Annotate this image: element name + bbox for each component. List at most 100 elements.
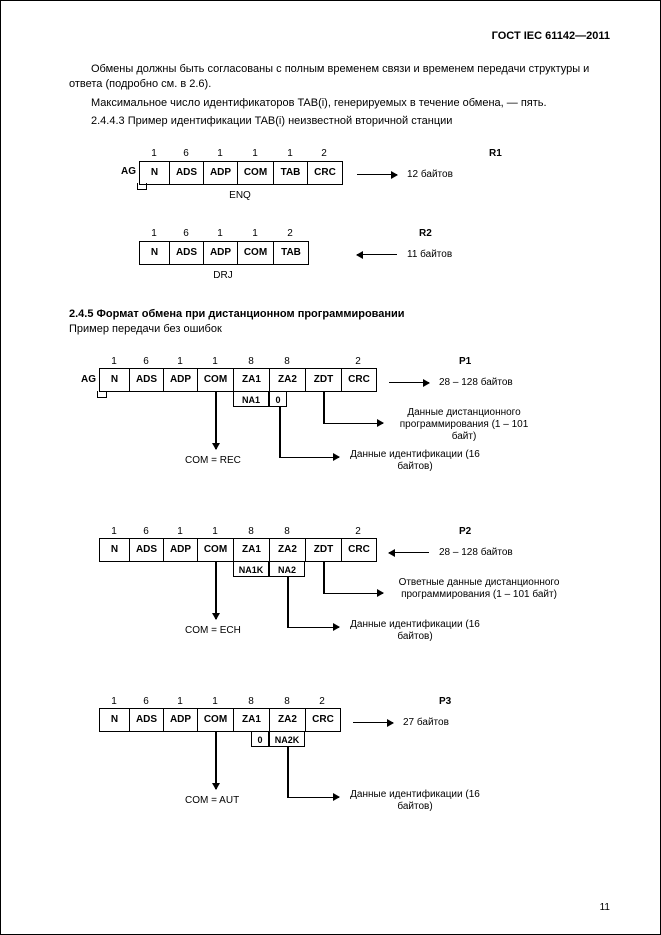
packet-cells: NADSADPCOMZA1ZA2ZDTCRC <box>99 368 377 392</box>
byte-count-row: 16112 <box>139 227 610 241</box>
byte-count: 1 <box>237 227 273 241</box>
cell-adp: ADP <box>164 709 198 731</box>
cell-za2: ZA2 <box>270 369 306 391</box>
byte-count: 2 <box>273 227 307 241</box>
byte-count: 8 <box>269 525 305 539</box>
callout-line <box>323 423 383 425</box>
byte-count-row: 1611882 <box>99 695 610 709</box>
byte-label: 12 байтов <box>407 168 453 182</box>
sub-na2: NA2 <box>269 561 305 577</box>
paragraph: 2.4.4.3 Пример идентификации TAB(i) неиз… <box>69 114 610 129</box>
cell-za1: ZA1 <box>234 539 270 561</box>
cell-crc: CRC <box>342 369 376 391</box>
ag-label: AG <box>121 165 136 179</box>
byte-count: 8 <box>233 695 269 709</box>
cell-za2: ZA2 <box>270 539 306 561</box>
arrow-down-icon <box>215 561 217 619</box>
ag-bracket <box>97 391 107 398</box>
cell-adp: ADP <box>164 539 198 561</box>
byte-count-row: 1611882 <box>99 525 610 539</box>
sub-na1: NA1 <box>233 391 269 407</box>
byte-count-row: 1611882 <box>99 355 610 369</box>
cell-adp: ADP <box>204 242 238 264</box>
packet-label: P1 <box>459 355 471 369</box>
cell-com: COM <box>238 162 274 184</box>
byte-count: 1 <box>139 227 169 241</box>
callout-line <box>287 627 339 629</box>
cell-ads: ADS <box>130 709 164 731</box>
packet-label: R2 <box>419 227 432 241</box>
cell-crc: CRC <box>342 539 376 561</box>
cell-n: N <box>140 162 170 184</box>
arrow-in: 28 – 128 байтов <box>389 546 513 560</box>
cell-n: N <box>140 242 170 264</box>
byte-count: 6 <box>129 695 163 709</box>
cell-n: N <box>100 709 130 731</box>
cell-za1: ZA1 <box>234 369 270 391</box>
byte-count: 8 <box>233 525 269 539</box>
cell-com: COM <box>198 709 234 731</box>
cell-za1: ZA1 <box>234 709 270 731</box>
callout-line <box>323 391 325 423</box>
cell-ads: ADS <box>130 539 164 561</box>
sub-na2k: NA2K <box>269 731 305 747</box>
byte-count: 1 <box>197 695 233 709</box>
byte-label: 28 – 128 байтов <box>439 376 513 390</box>
callout-line <box>287 747 289 797</box>
byte-count: 6 <box>169 227 203 241</box>
byte-count: 1 <box>99 525 129 539</box>
byte-label: 27 байтов <box>403 716 449 730</box>
byte-count: 1 <box>197 525 233 539</box>
arrow-in: 11 байтов <box>357 248 452 262</box>
diagram-p1: AG 1611882 NADSADPCOMZA1ZA2ZDTCRC P1 28 … <box>99 355 610 495</box>
arrow-down-icon <box>215 391 217 449</box>
byte-count <box>305 525 341 539</box>
sub-zero: 0 <box>269 391 287 407</box>
byte-count: 2 <box>341 355 375 369</box>
byte-label: 28 – 128 байтов <box>439 546 513 560</box>
cell-crc: CRC <box>308 162 342 184</box>
paragraph: Максимальное число идентификаторов TAB(i… <box>69 96 610 111</box>
packet-label: P2 <box>459 525 471 539</box>
callout-text: Данные идентификации (16 байтов) <box>345 619 485 643</box>
sub-na1k: NA1K <box>233 561 269 577</box>
cell-n: N <box>100 369 130 391</box>
callout-text: Данные идентификации (16 байтов) <box>345 789 485 813</box>
com-note: COM = AUT <box>185 795 239 807</box>
page: ГОСТ IEC 61142—2011 Обмены должны быть с… <box>0 0 661 935</box>
byte-count: 1 <box>197 355 233 369</box>
arrow-out: 12 байтов <box>357 168 453 182</box>
cell-ads: ADS <box>170 242 204 264</box>
byte-count: 1 <box>163 525 197 539</box>
com-note: COM = REC <box>185 455 241 467</box>
packet-cells: NADSADPCOMZA1ZA2CRC <box>99 708 341 732</box>
byte-count-row: 161112 <box>139 147 610 161</box>
cell-za2: ZA2 <box>270 709 306 731</box>
arrow-down-icon <box>215 731 217 789</box>
doc-header: ГОСТ IEC 61142—2011 <box>69 29 610 44</box>
cell-zdt: ZDT <box>306 539 342 561</box>
callout-line <box>323 593 383 595</box>
byte-count: 1 <box>273 147 307 161</box>
cell-ads: ADS <box>130 369 164 391</box>
byte-count: 1 <box>237 147 273 161</box>
under-label: ENQ <box>139 189 341 203</box>
byte-count: 8 <box>269 355 305 369</box>
cell-tab: TAB <box>274 242 308 264</box>
cell-ads: ADS <box>170 162 204 184</box>
byte-count <box>305 355 341 369</box>
callout-text: Данные дистанционного программирования (… <box>389 407 539 443</box>
byte-count: 8 <box>269 695 305 709</box>
byte-count: 1 <box>99 695 129 709</box>
cell-n: N <box>100 539 130 561</box>
section-title: 2.4.5 Формат обмена при дистанционном пр… <box>69 307 610 322</box>
diagram-r2: 16112 NADSADPCOMTAB R2 11 байтов DRJ <box>139 227 610 283</box>
callout-line <box>287 797 339 799</box>
arrow-out: 27 байтов <box>353 716 449 730</box>
byte-count: 1 <box>203 147 237 161</box>
callout-line <box>287 577 289 627</box>
byte-count: 8 <box>233 355 269 369</box>
cell-zdt: ZDT <box>306 369 342 391</box>
diagram-p2: 1611882 NADSADPCOMZA1ZA2ZDTCRC P2 28 – 1… <box>99 525 610 665</box>
arrow-out: 28 – 128 байтов <box>389 376 513 390</box>
